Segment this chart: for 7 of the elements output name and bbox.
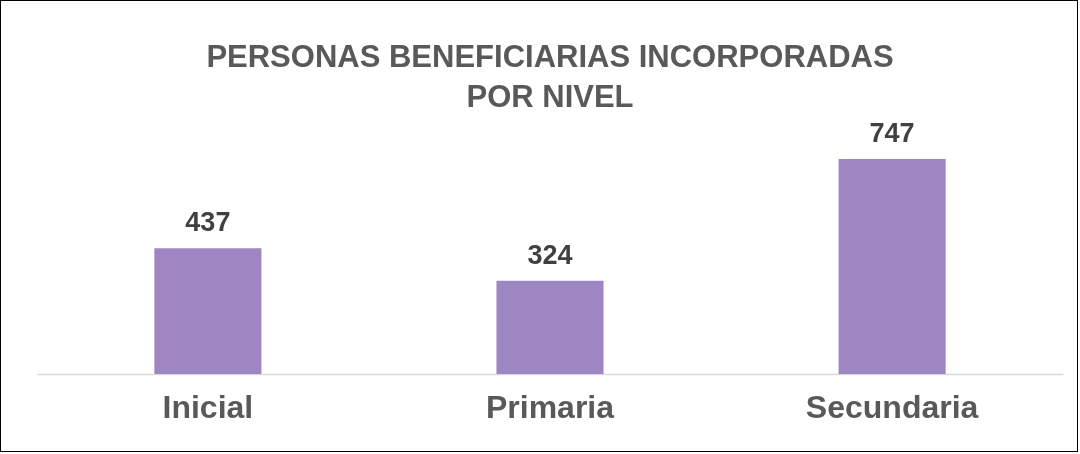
x-tick-label: Secundaria — [805, 388, 979, 425]
x-tick-label: Primaria — [485, 388, 615, 425]
chart-title: PERSONAS BENEFICIARIAS INCORPORADAS POR NIVEL — [206, 39, 894, 114]
data-label: 747 — [869, 118, 915, 148]
data-label: 324 — [527, 239, 573, 270]
data-label: 437 — [185, 207, 231, 238]
x-tick-label: Inicial — [162, 388, 254, 425]
